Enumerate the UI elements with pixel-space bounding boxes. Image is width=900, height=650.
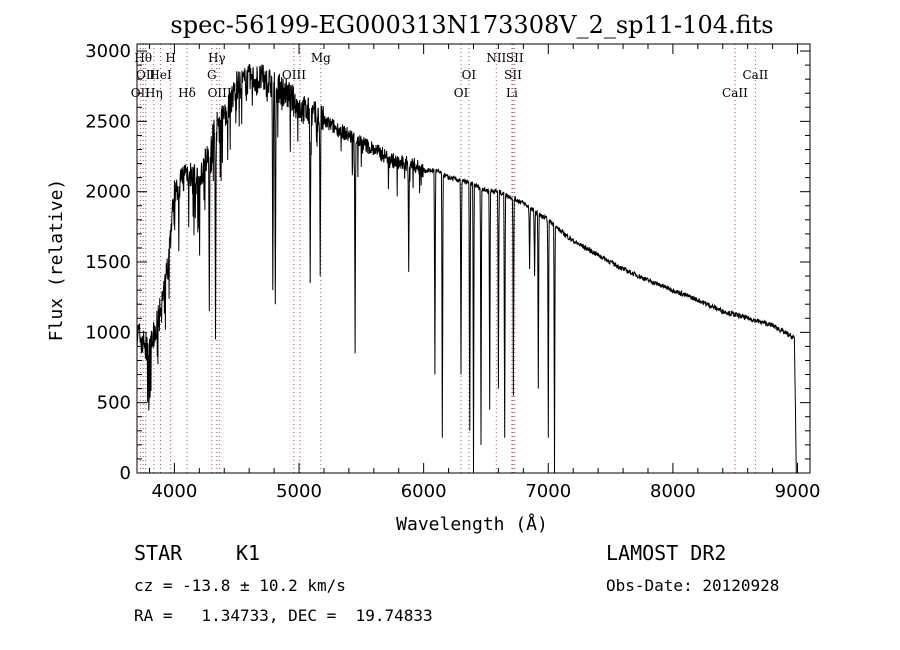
x-tick-label: 5000 — [276, 481, 322, 502]
x-tick-label: 6000 — [401, 481, 447, 502]
line-marker-label: NII — [486, 51, 506, 65]
line-marker-label: OI — [454, 86, 469, 100]
survey-name: LAMOST DR2 — [606, 541, 727, 565]
line-marker-label: CaII — [742, 68, 768, 82]
y-tick-label: 3000 — [85, 41, 131, 62]
y-axis: 0 500 1000 1500 2000 2500 3000 — [85, 41, 810, 484]
line-marker-label: SII — [506, 51, 524, 65]
line-marker-label: Hθ — [134, 51, 152, 65]
line-marker-label: OIII — [208, 86, 232, 100]
y-tick-label: 2500 — [85, 111, 131, 132]
emission-line-markers: OIIHθOIIHηHeIHHδGHγOIIIOIIIMgOIOINIILiSI… — [131, 44, 769, 473]
line-marker-label: OI — [462, 68, 477, 82]
sky-coordinates: RA = 1.34733, DEC = 19.74833 — [134, 606, 433, 625]
line-marker-label: CaII — [722, 86, 748, 100]
line-marker-label: OII — [136, 68, 156, 82]
y-tick-label: 1500 — [85, 252, 131, 273]
y-axis-label: Flux (relative) — [46, 179, 67, 342]
y-tick-label: 0 — [120, 463, 131, 484]
line-marker-label: Hδ — [178, 86, 196, 100]
line-marker-label: H — [165, 51, 175, 65]
spectrum-line — [136, 63, 797, 474]
observation-date: Obs-Date: 20120928 — [606, 576, 780, 595]
x-tick-label: 8000 — [650, 481, 696, 502]
line-marker-label: HeI — [149, 68, 172, 82]
x-axis-label: Wavelength (Å) — [396, 513, 548, 535]
y-tick-label: 1000 — [85, 322, 131, 343]
line-marker-label: Hη — [145, 86, 163, 100]
line-marker-label: SII — [504, 68, 522, 82]
x-axis: 4000 5000 6000 7000 8000 9000 — [148, 44, 821, 502]
x-tick-label: 9000 — [775, 481, 821, 502]
object-subclass: K1 — [236, 541, 261, 565]
object-class: STAR — [134, 541, 183, 565]
line-marker-label: OIII — [282, 68, 306, 82]
chart-title: spec-56199-EG000313N173308V_2_sp11-104.f… — [170, 11, 773, 39]
line-marker-label: G — [207, 68, 217, 82]
y-tick-label: 2000 — [85, 182, 131, 203]
line-marker-label: Mg — [311, 51, 331, 65]
line-marker-label: Li — [506, 86, 518, 100]
redshift-value: cz = -13.8 ± 10.2 km/s — [134, 576, 346, 595]
x-tick-label: 4000 — [151, 481, 197, 502]
y-tick-label: 500 — [97, 393, 131, 414]
line-marker-label: Hγ — [208, 51, 226, 65]
x-tick-label: 7000 — [525, 481, 571, 502]
